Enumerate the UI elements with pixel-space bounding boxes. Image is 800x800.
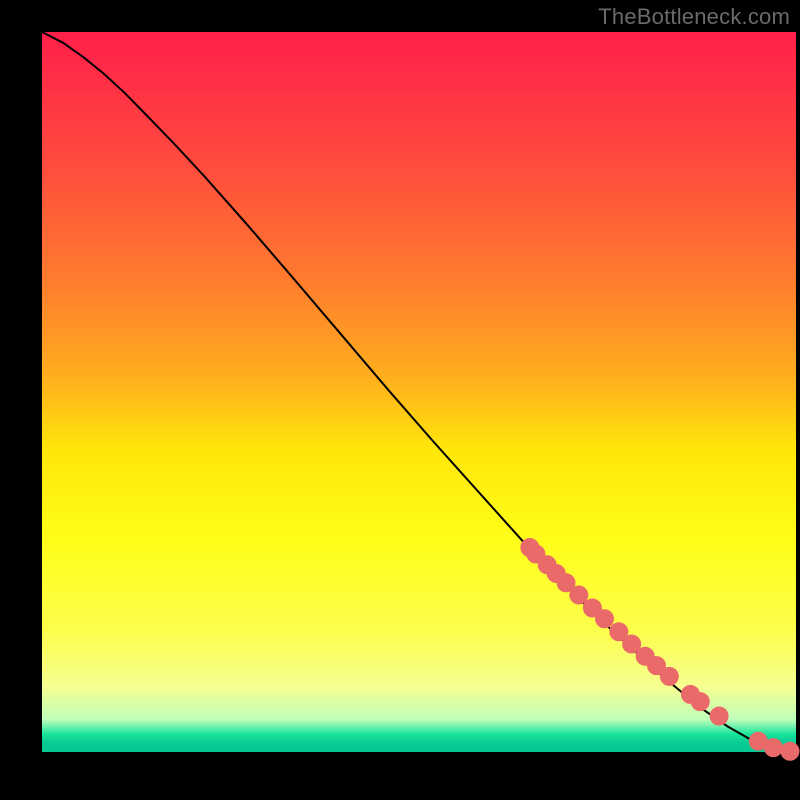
curve-marker — [781, 742, 799, 760]
curve-marker — [764, 739, 782, 757]
curve-marker — [710, 707, 728, 725]
watermark-text: TheBottleneck.com — [598, 4, 790, 30]
curve-marker — [595, 610, 613, 628]
plot-background — [42, 32, 796, 752]
curve-marker — [660, 667, 678, 685]
bottleneck-curve-chart — [0, 0, 800, 800]
chart-frame: TheBottleneck.com — [0, 0, 800, 800]
curve-marker — [570, 586, 588, 604]
curve-marker — [691, 693, 709, 711]
